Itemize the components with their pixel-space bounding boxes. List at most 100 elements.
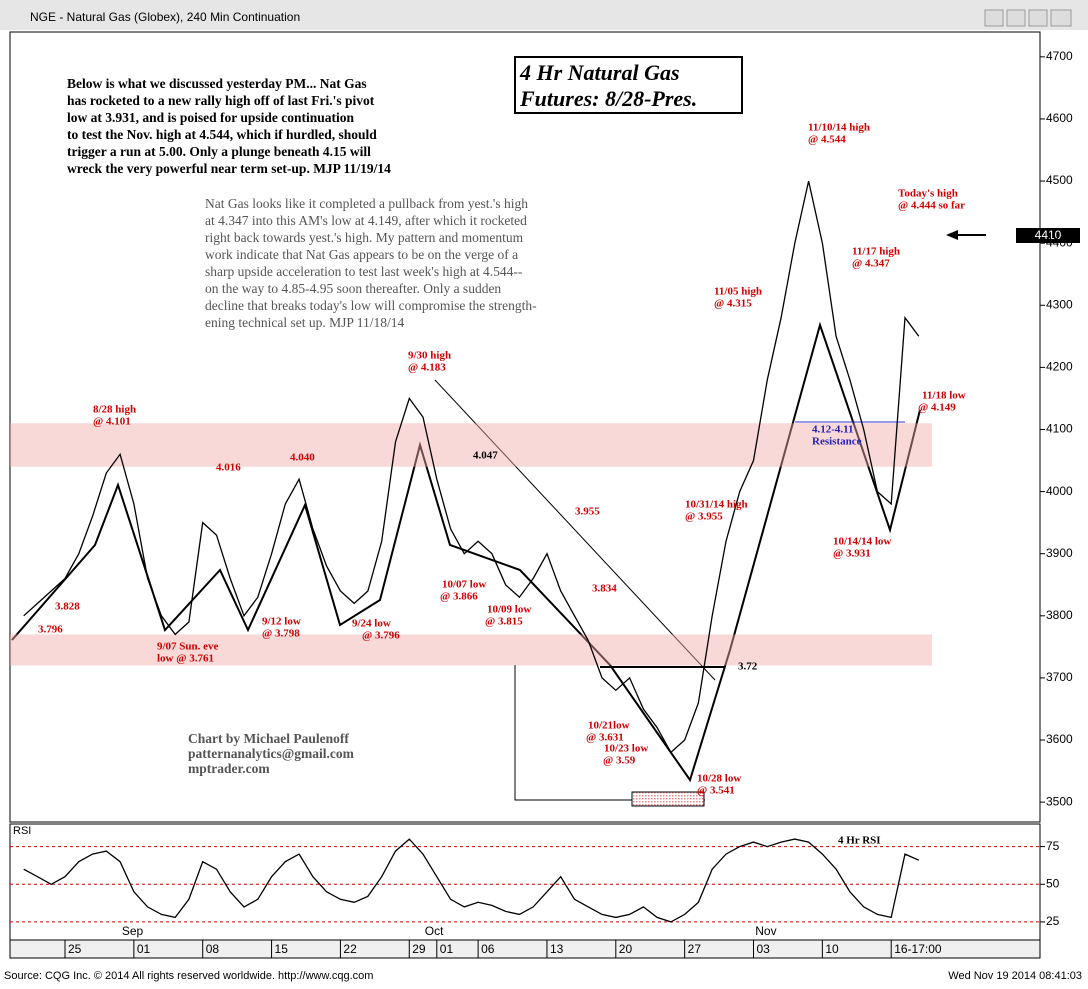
y-tick-label: 4300 <box>1046 297 1073 311</box>
x-tick-label: 27 <box>688 942 702 956</box>
annotation: 9/12 low <box>262 616 301 628</box>
y-tick-label: 4200 <box>1046 360 1073 374</box>
note-line: has rocketed to a new rally high off of … <box>67 93 375 108</box>
annotation: @ 3.815 <box>485 616 523 628</box>
x-tick-label: 29 <box>412 942 426 956</box>
price-line <box>23 180 920 754</box>
source: Source: CQG Inc. © 2014 All rights reser… <box>4 970 373 982</box>
annotation: 11/17 high <box>852 246 900 258</box>
price-line <box>23 838 920 923</box>
annotation: 11/05 high <box>714 286 762 298</box>
annotation: @ 4.347 <box>852 258 890 270</box>
note-line: work indicate that Nat Gas appears to be… <box>205 247 518 262</box>
annotation: 10/23 low <box>604 743 648 755</box>
y-tick-label: 4700 <box>1046 49 1073 63</box>
box-title: 4 Hr Natural Gas <box>519 60 680 85</box>
x-tick-label: 03 <box>757 942 771 956</box>
title-box <box>514 56 743 114</box>
minimize-button[interactable] <box>984 9 1004 27</box>
price-panel <box>9 31 1041 823</box>
annotation: 4.040 <box>290 452 315 464</box>
y-tick-label: 25 <box>1046 914 1060 928</box>
rsi-title: RSI <box>13 825 31 837</box>
annotation: @ 4.544 <box>808 134 846 146</box>
x-tick-label: 06 <box>481 942 495 956</box>
annotation: 10/14/14 low <box>833 536 891 548</box>
arrow-head <box>946 230 958 240</box>
note-line: at 4.347 into this AM's low at 4.149, af… <box>205 213 527 228</box>
credit-line: patternanalytics@gmail.com <box>188 746 355 761</box>
annotation: @ 3.955 <box>685 511 723 523</box>
y-tick-label: 3900 <box>1046 546 1073 560</box>
note-line: trigger a run at 5.00. Only a plunge ben… <box>67 144 371 159</box>
annotation: @ 3.541 <box>697 785 735 797</box>
credit-line: Chart by Michael Paulenoff <box>188 731 349 746</box>
annotation: @ 3.798 <box>262 628 300 640</box>
window-title: NGE - Natural Gas (Globex), 240 Min Cont… <box>30 10 300 24</box>
credit-line: mptrader.com <box>188 761 270 776</box>
x-tick-label: 01 <box>137 942 151 956</box>
annotation: @ 3.59 <box>603 755 636 767</box>
note-line: right back towards yest.'s high. My patt… <box>205 230 524 245</box>
month-label: Oct <box>425 924 444 938</box>
y-tick-label: 50 <box>1046 876 1060 890</box>
note-line: ening technical set up. MJP 11/18/14 <box>205 315 404 330</box>
last-price-box <box>1016 228 1080 243</box>
note-line: decline that breaks today's low will com… <box>205 298 537 313</box>
x-tick-label: 20 <box>619 942 633 956</box>
annotation: @ 3.631 <box>586 732 624 744</box>
annotation: 4.047 <box>473 450 498 462</box>
y-tick-label: 4100 <box>1046 422 1073 436</box>
x-axis-strip <box>9 939 1041 959</box>
annotation: 10/21low <box>588 720 630 732</box>
trendlines <box>11 321 921 801</box>
close-button[interactable] <box>1050 9 1072 27</box>
note-line: on the way to 4.85-4.95 soon thereafter.… <box>205 281 501 296</box>
restore-button[interactable] <box>1028 9 1048 27</box>
y-tick-label: 4000 <box>1046 484 1073 498</box>
annotation: @ 4.101 <box>93 416 131 428</box>
x-tick-label: 15 <box>275 942 289 956</box>
y-tick-label: 4600 <box>1046 111 1073 125</box>
annotation: @ 4.315 <box>714 298 752 310</box>
last-price-label: 4410 <box>1035 228 1062 242</box>
y-tick-label: 4400 <box>1046 235 1073 249</box>
annotation: 8/28 high <box>93 404 136 416</box>
y-tick-label: 3700 <box>1046 670 1073 684</box>
note-line: Below is what we discussed yesterday PM.… <box>67 76 367 91</box>
annotation: 10/09 low <box>487 604 531 616</box>
annotation: Today's high <box>898 188 958 200</box>
y-tick-label: 3600 <box>1046 732 1073 746</box>
annotation: 3.796 <box>38 624 63 636</box>
note-line: to test the Nov. high at 4.544, which if… <box>67 127 377 142</box>
note-line: Nat Gas looks like it completed a pullba… <box>205 196 528 211</box>
annotation: 10/28 low <box>697 773 741 785</box>
x-tick-label: 22 <box>343 942 357 956</box>
annotation: 3.828 <box>55 601 80 613</box>
maximize-button[interactable] <box>1006 9 1026 27</box>
x-tick-label: 01 <box>440 942 454 956</box>
annotation: 3.72 <box>738 661 758 673</box>
y-tick-label: 3500 <box>1046 794 1073 808</box>
x-tick-label: 13 <box>550 942 564 956</box>
annotation: 10/31/14 high <box>685 499 748 511</box>
annotation: 3.834 <box>592 583 617 595</box>
note-line: low at 3.931, and is poised for upside c… <box>67 110 355 125</box>
annotation: @ 4.149 <box>918 402 956 414</box>
y-tick-label: 75 <box>1046 839 1060 853</box>
annotation: 9/30 high <box>408 350 451 362</box>
x-tick-label: 16-17:00 <box>894 942 942 956</box>
annotation: 9/07 Sun. eve <box>157 641 219 653</box>
small-band <box>631 791 705 807</box>
annotation: 4.12-4.11 <box>812 424 854 436</box>
annotation: 9/24 low <box>352 618 391 630</box>
annotation: 11/10/14 high <box>808 122 870 134</box>
month-label: Nov <box>755 924 776 938</box>
rsi-panel <box>9 823 1041 941</box>
annotation: 10/07 low <box>442 579 486 591</box>
month-label: Sep <box>122 924 144 938</box>
annotation: @ 3.796 <box>362 630 400 642</box>
y-tick-label: 3800 <box>1046 608 1073 622</box>
note-line: sharp upside acceleration to test last w… <box>205 264 523 279</box>
